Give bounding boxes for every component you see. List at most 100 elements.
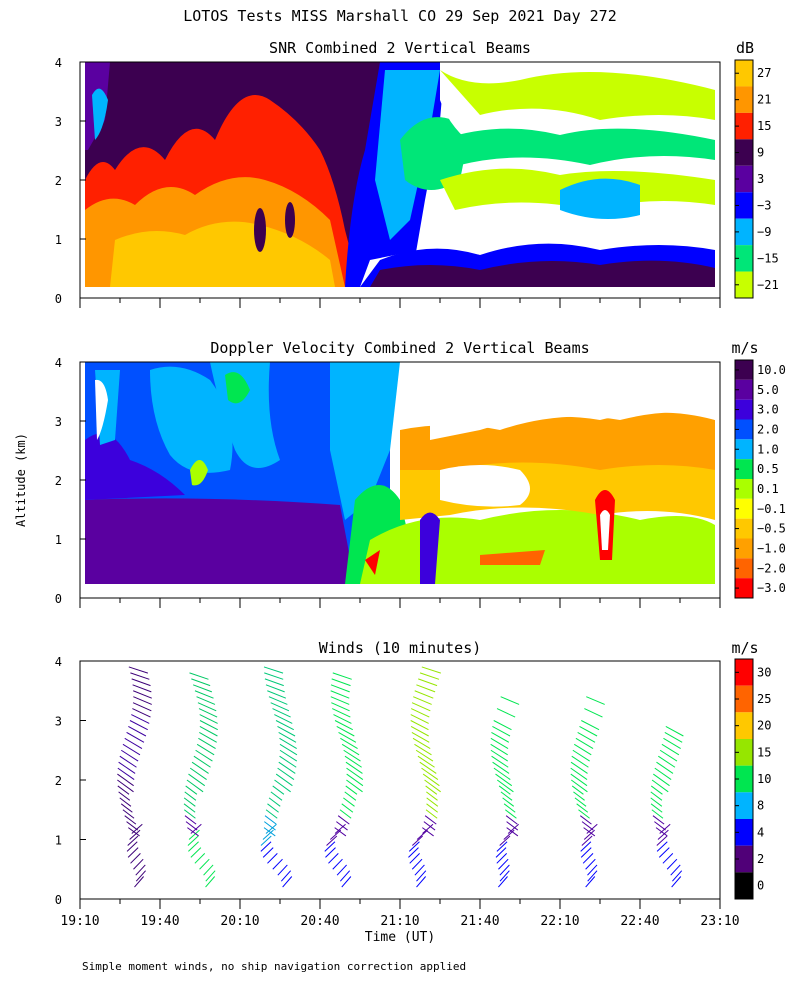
colorbar-label: 10.0 — [757, 363, 786, 377]
y-tick-label: 3 — [55, 115, 62, 129]
y-tick-label: 0 — [55, 592, 62, 606]
y-axis-label: Altitude (km) — [14, 433, 28, 527]
wind-barb — [658, 755, 676, 768]
wind-barb — [346, 779, 363, 793]
y-tick-label: 0 — [55, 292, 62, 306]
colorbar-label: 9 — [757, 146, 764, 160]
doppler-y-ticks: 0 1 2 3 4 — [55, 356, 86, 606]
wind-barb — [264, 821, 276, 831]
wind-barb — [500, 791, 513, 801]
wind-barb — [195, 749, 213, 762]
wind-barb — [426, 803, 438, 813]
colorbar-label: 20 — [757, 719, 771, 733]
wind-barb — [414, 743, 432, 756]
wind-barb — [408, 841, 420, 852]
wind-barb — [131, 714, 150, 724]
wind-barb — [194, 853, 206, 864]
wind-barb — [650, 797, 663, 807]
wind-barb — [413, 696, 432, 705]
figure-title: LOTOS Tests MISS Marshall CO 29 Sep 2021… — [183, 7, 616, 25]
colorbar-label: 15 — [757, 119, 771, 133]
wind-barb — [425, 785, 438, 795]
wind-barb — [198, 737, 216, 749]
colorbar-swatch — [735, 439, 753, 460]
colorbar-label: 10 — [757, 772, 771, 786]
wind-barb — [122, 743, 141, 756]
wind-barb — [654, 821, 666, 831]
wind-barb — [264, 678, 284, 687]
wind-barb — [187, 827, 199, 837]
x-tick-label: 23:10 — [700, 914, 739, 929]
wind-barb — [421, 666, 441, 674]
wind-barb — [128, 726, 147, 737]
colorbar-frame — [734, 359, 754, 599]
wind-barb — [653, 773, 670, 787]
wind-barb — [573, 743, 592, 756]
wind-barb — [495, 847, 507, 858]
wind-barb — [272, 708, 291, 718]
wind-barb — [572, 749, 590, 762]
wind-barb — [506, 821, 519, 831]
wind-barb — [279, 737, 297, 749]
wind-barb — [275, 720, 294, 731]
y-tick-label: 1 — [55, 834, 62, 848]
wind-barb — [496, 779, 514, 793]
wind-barb — [496, 853, 508, 864]
colorbar-label: 30 — [757, 665, 771, 679]
colorbar-label: 21 — [757, 93, 771, 107]
x-tick-label: 22:10 — [540, 914, 579, 929]
wind-barb — [337, 815, 350, 825]
colorbar-label: 3.0 — [757, 403, 779, 417]
wind-barb — [426, 791, 438, 801]
colorbar-swatch — [735, 872, 753, 899]
wind-barb — [280, 870, 292, 882]
colorbar-label: 3 — [757, 172, 764, 186]
colorbar-label: 0.5 — [757, 462, 779, 476]
wind-barb — [422, 823, 434, 834]
wind-barb — [424, 815, 437, 825]
wind-barb — [499, 870, 510, 882]
doppler-heatmap — [85, 362, 715, 598]
wind-barb — [491, 755, 509, 768]
wind-barb — [122, 809, 135, 819]
wind-barb — [268, 797, 281, 807]
colorbar-swatch — [735, 245, 753, 272]
x-tick-label: 21:10 — [380, 914, 419, 929]
wind-barb — [582, 853, 594, 864]
wind-barb — [117, 779, 134, 793]
wind-barb — [331, 678, 351, 687]
wind-barb — [585, 858, 596, 870]
wind-barb — [570, 761, 588, 774]
wind-barb — [199, 731, 217, 743]
colorbar-label: −9 — [757, 225, 771, 239]
wind-barb — [118, 761, 136, 774]
y-tick-label: 1 — [55, 533, 62, 547]
wind-barb — [117, 785, 130, 795]
wind-barb — [571, 755, 589, 768]
wind-barb — [267, 803, 279, 813]
doppler-panel-title: Doppler Velocity Combined 2 Vertical Bea… — [210, 339, 589, 357]
wind-barb — [262, 847, 274, 858]
snr-y-ticks: 0 1 2 3 4 — [55, 56, 86, 306]
wind-barb — [270, 702, 290, 712]
wind-barb — [133, 858, 144, 870]
wind-barb — [268, 696, 288, 705]
wind-barb — [135, 864, 146, 876]
wind-barb — [334, 827, 347, 837]
winds-panel-title: Winds (10 minutes) — [319, 639, 482, 657]
wind-barb — [133, 696, 152, 705]
wind-barb — [332, 858, 343, 870]
wind-barb — [267, 690, 287, 699]
wind-barb — [277, 726, 296, 737]
wind-barb — [197, 702, 217, 712]
wind-barb — [341, 876, 352, 888]
wind-barb — [583, 827, 596, 837]
colorbar-swatch — [735, 139, 753, 166]
wind-barbs — [117, 666, 684, 888]
colorbar-swatch — [735, 218, 753, 246]
wind-barb — [415, 749, 434, 762]
wind-barb — [129, 720, 148, 731]
wind-barb — [410, 726, 429, 737]
